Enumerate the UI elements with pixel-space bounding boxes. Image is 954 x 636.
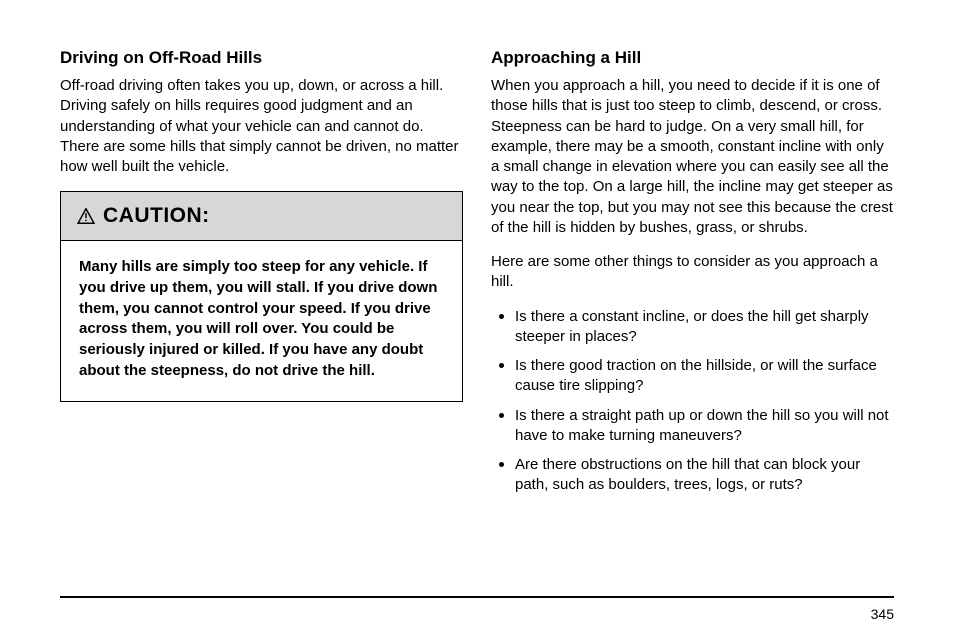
section-heading-off-road-hills: Driving on Off-Road Hills	[60, 48, 463, 68]
two-column-layout: Driving on Off-Road Hills Off-road drivi…	[60, 48, 894, 505]
list-item: Are there obstructions on the hill that …	[491, 455, 894, 496]
bullet-icon	[499, 363, 504, 368]
caution-header: CAUTION:	[61, 192, 462, 241]
caution-title: CAUTION:	[103, 204, 210, 228]
left-column: Driving on Off-Road Hills Off-road drivi…	[60, 48, 463, 505]
bullet-icon	[499, 413, 504, 418]
list-item: Is there a straight path up or down the …	[491, 406, 894, 447]
list-item: Is there a constant incline, or does the…	[491, 307, 894, 348]
footer-rule	[60, 596, 894, 598]
caution-box: CAUTION: Many hills are simply too steep…	[60, 191, 463, 402]
list-item: Is there good traction on the hillside, …	[491, 356, 894, 397]
right-column: Approaching a Hill When you approach a h…	[491, 48, 894, 505]
bullet-text: Is there a constant incline, or does the…	[515, 308, 869, 345]
page-number: 345	[871, 606, 894, 622]
bullet-icon	[499, 314, 504, 319]
bullet-list-considerations: Is there a constant incline, or does the…	[491, 307, 894, 496]
caution-body: Many hills are simply too steep for any …	[61, 241, 462, 401]
bullet-text: Is there a straight path up or down the …	[515, 407, 889, 444]
bullet-icon	[499, 462, 504, 467]
paragraph-approach-1: When you approach a hill, you need to de…	[491, 76, 894, 238]
bullet-text: Is there good traction on the hillside, …	[515, 357, 877, 394]
bullet-text: Are there obstructions on the hill that …	[515, 456, 860, 493]
manual-page: Driving on Off-Road Hills Off-road drivi…	[0, 0, 954, 636]
paragraph-off-road-intro: Off-road driving often takes you up, dow…	[60, 76, 463, 177]
caution-text: Many hills are simply too steep for any …	[79, 257, 444, 381]
section-heading-approaching-hill: Approaching a Hill	[491, 48, 894, 68]
warning-triangle-icon	[77, 208, 95, 224]
paragraph-approach-2: Here are some other things to consider a…	[491, 252, 894, 293]
